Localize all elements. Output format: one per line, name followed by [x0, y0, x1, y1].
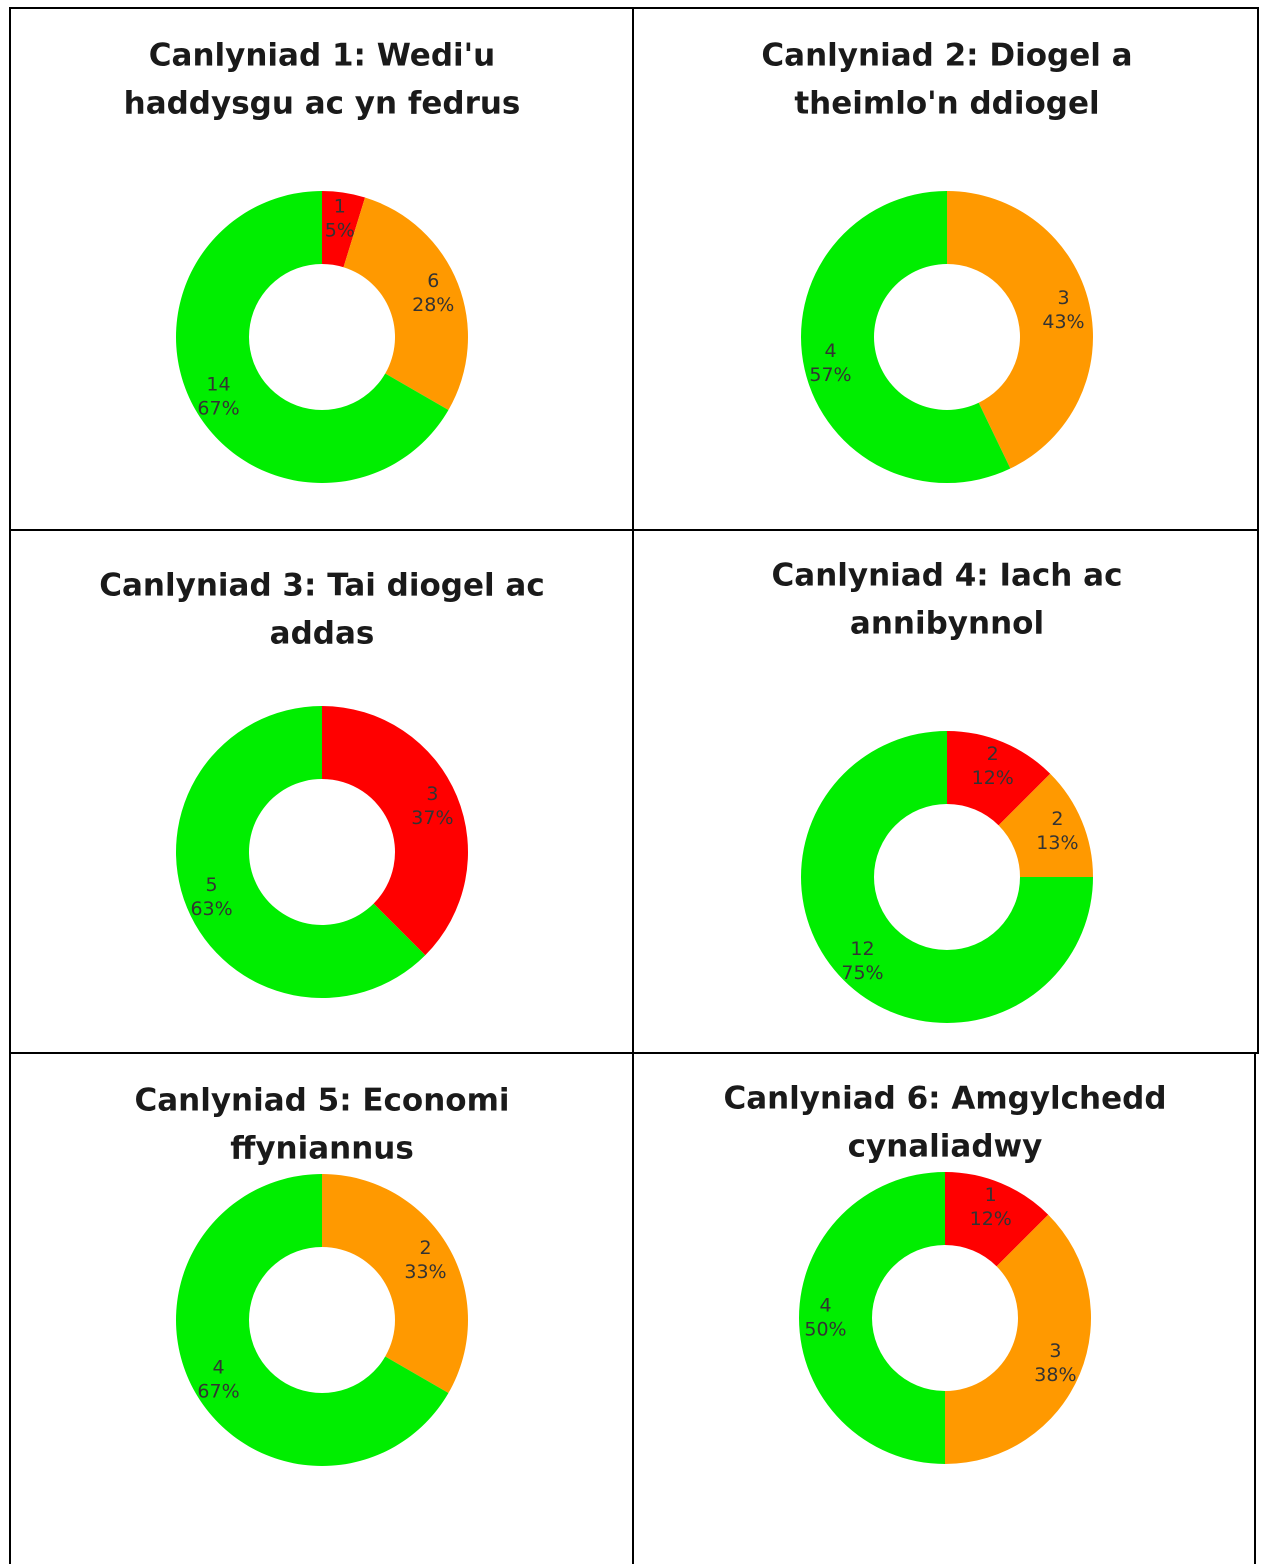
- data-label: 3: [426, 783, 438, 805]
- donut-segment: [947, 191, 1093, 469]
- donut-segment: [945, 1214, 1091, 1464]
- data-label: 12%: [970, 1208, 1012, 1230]
- data-label: 57%: [809, 364, 851, 386]
- data-label: 37%: [411, 807, 453, 829]
- data-label: 5: [206, 874, 218, 896]
- donut-segment: [322, 191, 366, 268]
- data-label: 1: [985, 1184, 997, 1206]
- donut-segment: [343, 197, 468, 410]
- donut-segment: [947, 731, 1051, 826]
- donut-segment: [945, 1172, 1049, 1267]
- data-label: 67%: [197, 1380, 239, 1402]
- data-label: 13%: [1036, 832, 1078, 854]
- data-label: 14: [206, 373, 230, 395]
- data-label: 2: [1051, 808, 1063, 830]
- data-label: 12: [850, 938, 874, 960]
- panel: [632, 1052, 1256, 1568]
- donut-segment: [322, 1174, 468, 1393]
- data-label: 75%: [841, 962, 883, 984]
- chart-title: Canlyniad 4: Iach ac: [772, 558, 1123, 594]
- donut-segment: [801, 731, 1093, 1023]
- chart-title: cynaliadwy: [848, 1129, 1043, 1165]
- chart-title: Canlyniad 3: Tai diogel ac: [99, 568, 544, 604]
- data-label: 63%: [190, 898, 232, 920]
- chart-title: Canlyniad 5: Economi: [134, 1083, 509, 1119]
- data-label: 4: [819, 1295, 831, 1317]
- data-label: 2: [987, 743, 999, 765]
- data-label: 67%: [197, 397, 239, 419]
- donut-segment: [322, 706, 468, 956]
- data-label: 50%: [804, 1319, 846, 1341]
- donut-segment: [799, 1172, 945, 1464]
- data-label: 4: [212, 1356, 224, 1378]
- donut-segment: [176, 706, 426, 998]
- chart-title: addas: [270, 616, 375, 652]
- data-label: 1: [334, 195, 346, 217]
- data-label: 6: [427, 270, 439, 292]
- data-label: 33%: [404, 1261, 446, 1283]
- data-label: 4: [824, 340, 836, 362]
- donut-segment: [998, 773, 1093, 877]
- chart-title: haddysgu ac yn fedrus: [124, 86, 521, 122]
- data-label: 2: [419, 1237, 431, 1259]
- chart-title: Canlyniad 6: Amgylchedd: [723, 1081, 1166, 1117]
- donut-segment: [801, 191, 1011, 483]
- chart-title: Canlyniad 2: Diogel a: [761, 38, 1132, 74]
- donut-segment: [175, 191, 449, 483]
- chart-title: ffyniannus: [230, 1131, 414, 1167]
- data-label: 5%: [325, 219, 355, 241]
- data-label: 38%: [1034, 1364, 1076, 1386]
- data-label: 3: [1049, 1340, 1061, 1362]
- chart-title: theimlo'n ddiogel: [794, 86, 1099, 122]
- data-label: 3: [1057, 287, 1069, 309]
- data-label: 28%: [412, 294, 454, 316]
- data-label: 12%: [972, 767, 1014, 789]
- chart-title: Canlyniad 1: Wedi'u: [149, 38, 495, 74]
- chart-title: annibynnol: [850, 606, 1044, 642]
- data-label: 43%: [1042, 311, 1084, 333]
- donut-segment: [175, 1174, 449, 1466]
